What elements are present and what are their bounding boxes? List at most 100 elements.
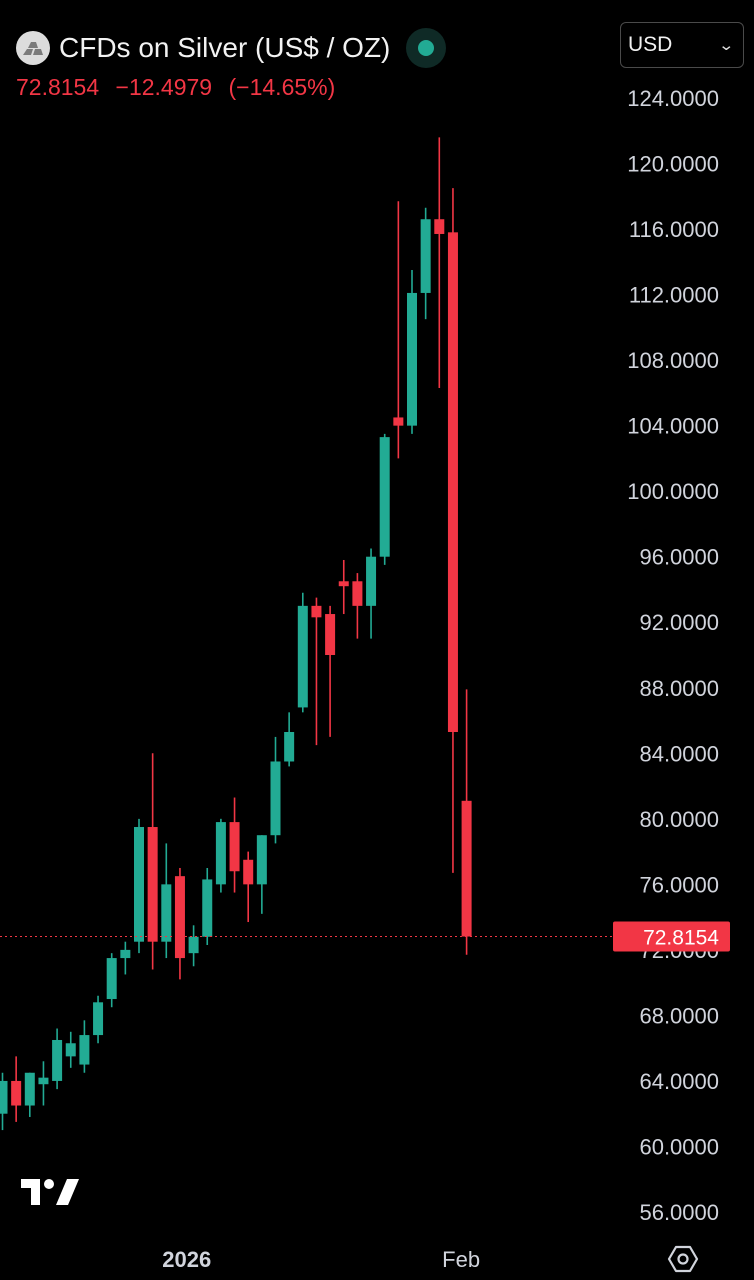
candle-body xyxy=(147,827,158,942)
chart-header: CFDs on Silver (US$ / OZ) xyxy=(16,28,447,68)
symbol-title[interactable]: CFDs on Silver (US$ / OZ) xyxy=(59,32,391,63)
candle[interactable] xyxy=(11,1056,22,1122)
candle[interactable] xyxy=(0,1072,8,1131)
y-tick-label: 124.0000 xyxy=(627,86,719,111)
candle-body xyxy=(420,219,431,293)
y-tick-label: 88.0000 xyxy=(639,676,719,701)
candle[interactable] xyxy=(447,188,458,873)
y-tick-label: 80.0000 xyxy=(639,807,719,832)
candle[interactable] xyxy=(120,941,131,975)
price-change: −12.4979 xyxy=(115,74,213,100)
y-tick-label: 92.0000 xyxy=(639,610,719,635)
candle-body xyxy=(297,605,308,708)
candle-body xyxy=(270,761,281,836)
y-tick-label: 100.0000 xyxy=(627,479,719,504)
candle-body xyxy=(243,859,254,885)
candle[interactable] xyxy=(174,867,185,980)
candle-body xyxy=(393,417,404,426)
candle-body xyxy=(93,1002,104,1036)
chevron-down-icon: ⌄ xyxy=(718,37,735,54)
candle-body xyxy=(202,879,213,937)
market-status-dot-icon xyxy=(418,40,435,56)
market-status-indicator[interactable] xyxy=(406,28,447,68)
y-tick-label: 116.0000 xyxy=(629,217,719,242)
candle[interactable] xyxy=(379,433,390,565)
candle[interactable] xyxy=(147,753,158,970)
candle-body xyxy=(379,437,390,557)
candle-body xyxy=(311,605,322,618)
x-tick-label: Feb xyxy=(442,1247,480,1272)
y-tick-label: 104.0000 xyxy=(627,414,719,439)
candle-body xyxy=(11,1080,22,1106)
candle-body xyxy=(434,219,445,234)
candle-body xyxy=(447,232,458,732)
x-tick-label: 2026 xyxy=(162,1247,211,1272)
candle-body xyxy=(120,949,131,959)
candle[interactable] xyxy=(284,712,295,767)
candle-body xyxy=(284,731,295,762)
candle-body xyxy=(352,581,363,606)
y-tick-label: 76.0000 xyxy=(639,872,719,897)
candle[interactable] xyxy=(52,1028,63,1090)
y-tick-label: 68.0000 xyxy=(639,1003,719,1028)
candle[interactable] xyxy=(297,592,308,713)
currency-value: USD xyxy=(628,33,673,56)
price-change-percent: (−14.65%) xyxy=(228,74,336,100)
last-price-value: 72.8154 xyxy=(643,927,719,950)
candle-body xyxy=(461,800,472,937)
y-tick-label: 108.0000 xyxy=(627,348,719,373)
candle[interactable] xyxy=(106,953,117,1008)
candle[interactable] xyxy=(79,1020,90,1073)
candle[interactable] xyxy=(311,597,322,746)
candle[interactable] xyxy=(202,867,213,945)
candle[interactable] xyxy=(461,689,472,955)
quote-line: 72.8154 −12.4979 (−14.65%) xyxy=(16,74,345,101)
candle[interactable] xyxy=(161,843,172,959)
candle-body xyxy=(134,827,144,942)
candle[interactable] xyxy=(270,736,281,844)
candle[interactable] xyxy=(393,201,404,459)
candle-body xyxy=(174,876,185,959)
candle-body xyxy=(38,1077,49,1085)
candle[interactable] xyxy=(434,137,445,388)
candle[interactable] xyxy=(215,818,226,893)
y-tick-label: 60.0000 xyxy=(639,1134,719,1159)
candle[interactable] xyxy=(325,605,336,737)
candle[interactable] xyxy=(229,797,240,893)
candle[interactable] xyxy=(188,925,199,967)
currency-select[interactable]: USD ⌄ xyxy=(620,22,744,68)
candle-body xyxy=(106,958,117,1000)
candle-body xyxy=(325,614,336,655)
candle[interactable] xyxy=(352,573,363,639)
last-price: 72.8154 xyxy=(16,74,100,100)
candle-body xyxy=(79,1035,90,1065)
candle[interactable] xyxy=(366,548,377,639)
candle-body xyxy=(24,1072,35,1106)
candle[interactable] xyxy=(256,835,267,914)
candle[interactable] xyxy=(65,1031,76,1068)
candle-body xyxy=(407,292,417,426)
settings-icon[interactable] xyxy=(667,1243,699,1275)
candle[interactable] xyxy=(38,1061,49,1106)
y-tick-label: 84.0000 xyxy=(639,741,719,766)
y-tick-label: 96.0000 xyxy=(639,545,719,570)
candle-body xyxy=(52,1039,63,1081)
y-tick-label: 64.0000 xyxy=(639,1069,719,1094)
candle[interactable] xyxy=(24,1072,35,1117)
candle-body xyxy=(188,936,199,954)
candle[interactable] xyxy=(243,851,254,923)
tradingview-logo-icon[interactable] xyxy=(20,1175,80,1212)
candle-body xyxy=(338,581,349,587)
candle[interactable] xyxy=(93,995,104,1044)
candle-body xyxy=(65,1043,76,1057)
candle-body xyxy=(366,556,377,606)
candle[interactable] xyxy=(420,207,431,320)
candle[interactable] xyxy=(407,270,417,434)
y-tick-label: 120.0000 xyxy=(627,152,719,177)
candle[interactable] xyxy=(338,559,349,615)
silver-bars-icon[interactable] xyxy=(16,31,50,65)
candle-body xyxy=(229,822,240,872)
candle[interactable] xyxy=(134,818,144,954)
y-tick-label: 112.0000 xyxy=(629,283,719,308)
